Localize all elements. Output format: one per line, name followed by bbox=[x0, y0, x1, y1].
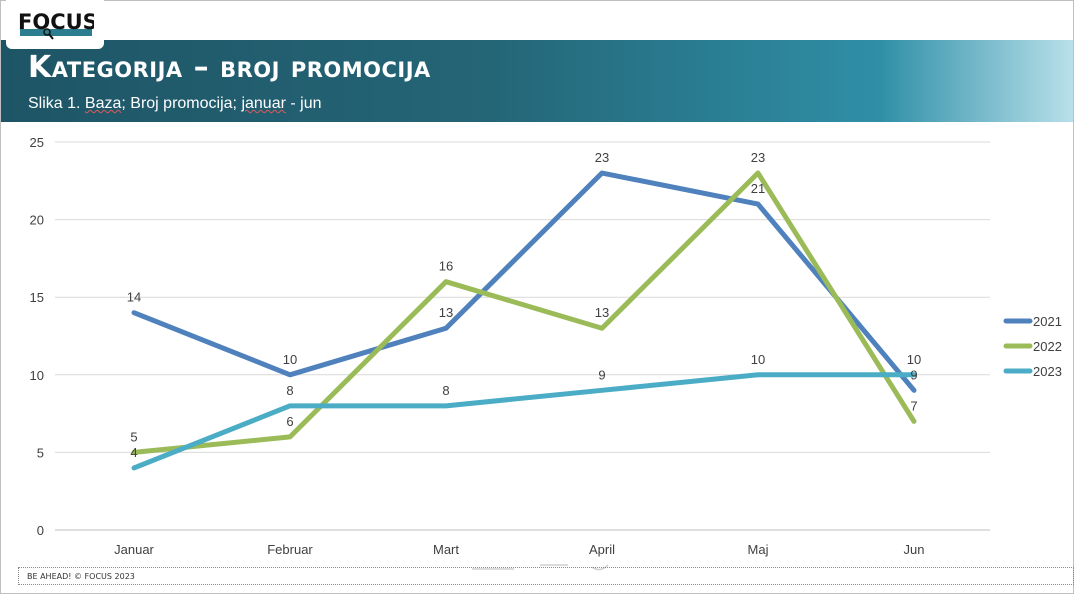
subtitle-part: - jun bbox=[285, 95, 322, 112]
data-label: 13 bbox=[439, 305, 453, 320]
x-tick-label: Mart bbox=[433, 542, 459, 557]
subtitle-part: Baza bbox=[84, 95, 122, 112]
x-tick-label: April bbox=[589, 542, 615, 557]
data-label: 10 bbox=[283, 352, 297, 367]
page-subtitle: Slika 1. Baza; Broj promocija; januar - … bbox=[28, 95, 322, 113]
data-label: 8 bbox=[286, 383, 293, 398]
series-line-2023 bbox=[131, 372, 917, 471]
y-tick-label: 10 bbox=[30, 368, 44, 383]
header-banner bbox=[1, 40, 1073, 122]
subtitle-part: ; Broj promocija; bbox=[121, 95, 242, 112]
logo-tab: FOCUS bbox=[6, 0, 104, 49]
data-label: 13 bbox=[595, 305, 609, 320]
focus-logo: FOCUS bbox=[18, 10, 94, 40]
y-tick-label: 5 bbox=[37, 445, 44, 460]
line-chart: 0 5 10 15 20 25 Januar Februar Mart April Maj Jun 14… bbox=[30, 135, 1062, 557]
legend-label: 2022 bbox=[1033, 339, 1062, 354]
y-tick-label: 15 bbox=[30, 290, 44, 305]
data-label: 23 bbox=[595, 150, 609, 165]
data-label: 21 bbox=[751, 181, 765, 196]
logo-text: FOCUS bbox=[18, 10, 94, 34]
data-label: 4 bbox=[130, 445, 137, 460]
page-title: Kategorija – broj promocija bbox=[28, 50, 431, 85]
series-line-2021 bbox=[131, 170, 917, 393]
x-tick-label: Maj bbox=[748, 542, 769, 557]
data-label: 23 bbox=[751, 150, 765, 165]
data-label: 6 bbox=[286, 414, 293, 429]
subtitle-part: januar bbox=[241, 95, 286, 112]
y-tick-label: 0 bbox=[37, 523, 44, 538]
data-label: 9 bbox=[598, 367, 605, 382]
data-label: 7 bbox=[910, 398, 917, 413]
data-label: 16 bbox=[439, 259, 453, 274]
y-tick-label: 25 bbox=[30, 135, 44, 150]
x-tick-label: Februar bbox=[267, 542, 313, 557]
x-tick-label: Jun bbox=[904, 542, 925, 557]
footer-bar: BE AHEAD! © FOCUS 2023 bbox=[18, 567, 1074, 585]
footer-text: BE AHEAD! © FOCUS 2023 bbox=[27, 572, 135, 581]
data-label: 5 bbox=[130, 429, 137, 444]
y-tick-label: 20 bbox=[30, 213, 44, 228]
legend-label: 2021 bbox=[1033, 314, 1062, 329]
x-tick-label: Januar bbox=[114, 542, 154, 557]
series-line-2022 bbox=[131, 170, 917, 455]
legend-label: 2023 bbox=[1033, 364, 1062, 379]
subtitle-part: Slika 1. bbox=[28, 95, 85, 112]
data-label: 9 bbox=[910, 367, 917, 382]
data-label: 10 bbox=[751, 352, 765, 367]
data-label: 8 bbox=[442, 383, 449, 398]
data-label: 10 bbox=[907, 352, 921, 367]
data-label: 14 bbox=[127, 290, 141, 305]
